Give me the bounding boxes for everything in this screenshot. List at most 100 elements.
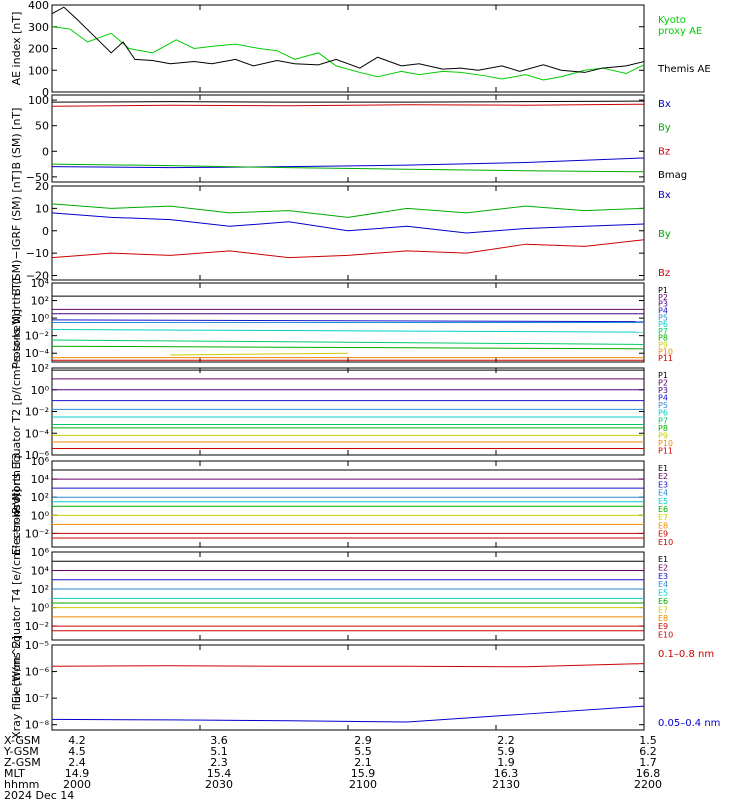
legend-label: P10	[658, 439, 673, 448]
xgsm-value: 2.2	[497, 734, 515, 747]
ygsm-value: 4.5	[68, 745, 86, 758]
legend-label: proxy AE	[658, 26, 702, 37]
mlt-row: MLT 14.9 15.4 15.9 16.3 16.8	[4, 768, 744, 779]
y-tick-label: 10²	[31, 583, 49, 596]
y-tick-label: 10⁻²	[25, 330, 49, 343]
y-tick-label: 300	[28, 21, 49, 34]
plot-frame	[51, 4, 645, 93]
legend-label: E5	[658, 497, 668, 506]
legend-label: Bz	[658, 268, 670, 279]
y-tick-label: 10⁰	[31, 602, 50, 615]
legend-label: P8	[658, 334, 668, 343]
hhmm-value: 2200	[634, 778, 662, 791]
mlt-value: 15.9	[350, 767, 376, 780]
y-tick-label: 20	[35, 180, 49, 193]
series-line	[51, 663, 645, 668]
ygsm-value: 5.1	[210, 745, 228, 758]
zgsm-value: 1.9	[497, 756, 515, 769]
y-axis-label: Electrons Equator T4 [e/(cm²-s-sr-keV)]	[10, 489, 23, 704]
legend-label: E7	[658, 605, 668, 614]
y-tick-label: 10⁴	[31, 565, 50, 578]
y-axis-label: B (SM)−IGRF (SM) [nT]	[10, 170, 23, 295]
y-tick-label: 10⁻⁶	[25, 666, 50, 679]
legend-label: E4	[658, 580, 668, 589]
panel-2: 100 50 0 −50B (SM) [nT] Bx By Bz Bmag	[10, 94, 687, 184]
legend-label: P3	[658, 300, 668, 309]
y-tick-label: −50	[26, 171, 49, 184]
plot-frame	[51, 94, 645, 183]
y-tick-label: 10	[35, 202, 49, 215]
series-line	[51, 100, 645, 103]
mlt-value: 16.3	[493, 767, 519, 780]
y-tick-label: 10⁰	[31, 509, 50, 522]
y-tick-label: 10²	[31, 362, 49, 375]
y-tick-label: 10⁶	[31, 455, 50, 468]
y-axis-label: Protons North T1	[10, 276, 23, 369]
ygsm-value: 5.5	[354, 745, 372, 758]
series-line	[51, 163, 645, 173]
series-line	[51, 6, 645, 73]
series-line	[51, 329, 645, 333]
y-tick-label: 10⁻⁴	[25, 347, 50, 360]
hhmm-row: hhmm 2000 2030 2100 2130 2200	[4, 779, 744, 790]
y-axis-label: B (SM) [nT]	[10, 108, 23, 170]
legend-label: P5	[658, 401, 668, 410]
series-line	[51, 203, 645, 218]
y-tick-label: 200	[28, 43, 49, 56]
legend-label: P11	[658, 354, 673, 363]
zgsm-value: 2.3	[210, 756, 228, 769]
legend-label: By	[658, 229, 671, 240]
y-tick-label: 10⁻⁴	[25, 427, 50, 440]
y-tick-label: 10⁻²	[25, 406, 49, 419]
xgsm-value: 2.9	[354, 734, 372, 747]
series-line	[170, 352, 349, 356]
xgsm-value: 4.2	[68, 734, 86, 747]
y-tick-label: 10⁻⁵	[25, 639, 49, 652]
legend-label: E3	[658, 572, 668, 581]
legend-label: Bx	[658, 99, 671, 110]
y-tick-label: 0	[42, 86, 49, 99]
y-tick-label: 10²	[31, 295, 49, 308]
xgsm-value: 3.6	[210, 734, 228, 747]
hhmm-value: 2000	[63, 778, 91, 791]
legend-label: E5	[658, 589, 668, 598]
xgsm-value: 1.5	[639, 734, 657, 747]
y-tick-label: 100	[28, 94, 49, 107]
y-tick-label: 10⁰	[31, 384, 50, 397]
zgsm-row: Z-GSM 2.4 2.3 2.1 1.9 1.7	[4, 757, 744, 768]
legend-label: 0.1–0.8 nm	[658, 649, 714, 660]
legend-label: E2	[658, 563, 668, 572]
legend-label: P5	[658, 313, 668, 322]
hhmm-value: 2030	[205, 778, 233, 791]
y-tick-label: 400	[28, 0, 49, 12]
legend-label: P2	[658, 379, 668, 388]
legend-label: E10	[658, 631, 673, 640]
hhmm-value: 2100	[349, 778, 377, 791]
xgsm-row: X-GSM 4.2 3.6 2.9 2.2 1.5	[4, 735, 744, 746]
legend-label: Bmag	[658, 170, 687, 181]
legend-label: E3	[658, 480, 668, 489]
legend-label: P11	[658, 446, 673, 455]
y-tick-label: 100	[28, 64, 49, 77]
legend-label: P7	[658, 416, 668, 425]
mlt-value: 15.4	[206, 767, 232, 780]
y-tick-label: 10⁰	[31, 312, 50, 325]
series-line	[51, 319, 645, 323]
series-line	[51, 239, 645, 259]
y-tick-label: 10⁻⁶	[25, 449, 50, 462]
legend-label: P1	[658, 286, 668, 295]
legend-label: E9	[658, 622, 668, 631]
legend-label: P1	[658, 371, 668, 380]
y-tick-label: 10⁻⁷	[25, 692, 49, 705]
date-label: 2024 Dec 14	[4, 789, 75, 802]
y-axis-label: Protons Equator T2 [p/(cm²-s-sr-keV)]	[10, 309, 23, 514]
zgsm-label: Z-GSM	[4, 756, 41, 769]
y-tick-label: 10⁻²	[25, 620, 49, 633]
hhmm-value: 2130	[492, 778, 520, 791]
legend-label: E8	[658, 614, 668, 623]
